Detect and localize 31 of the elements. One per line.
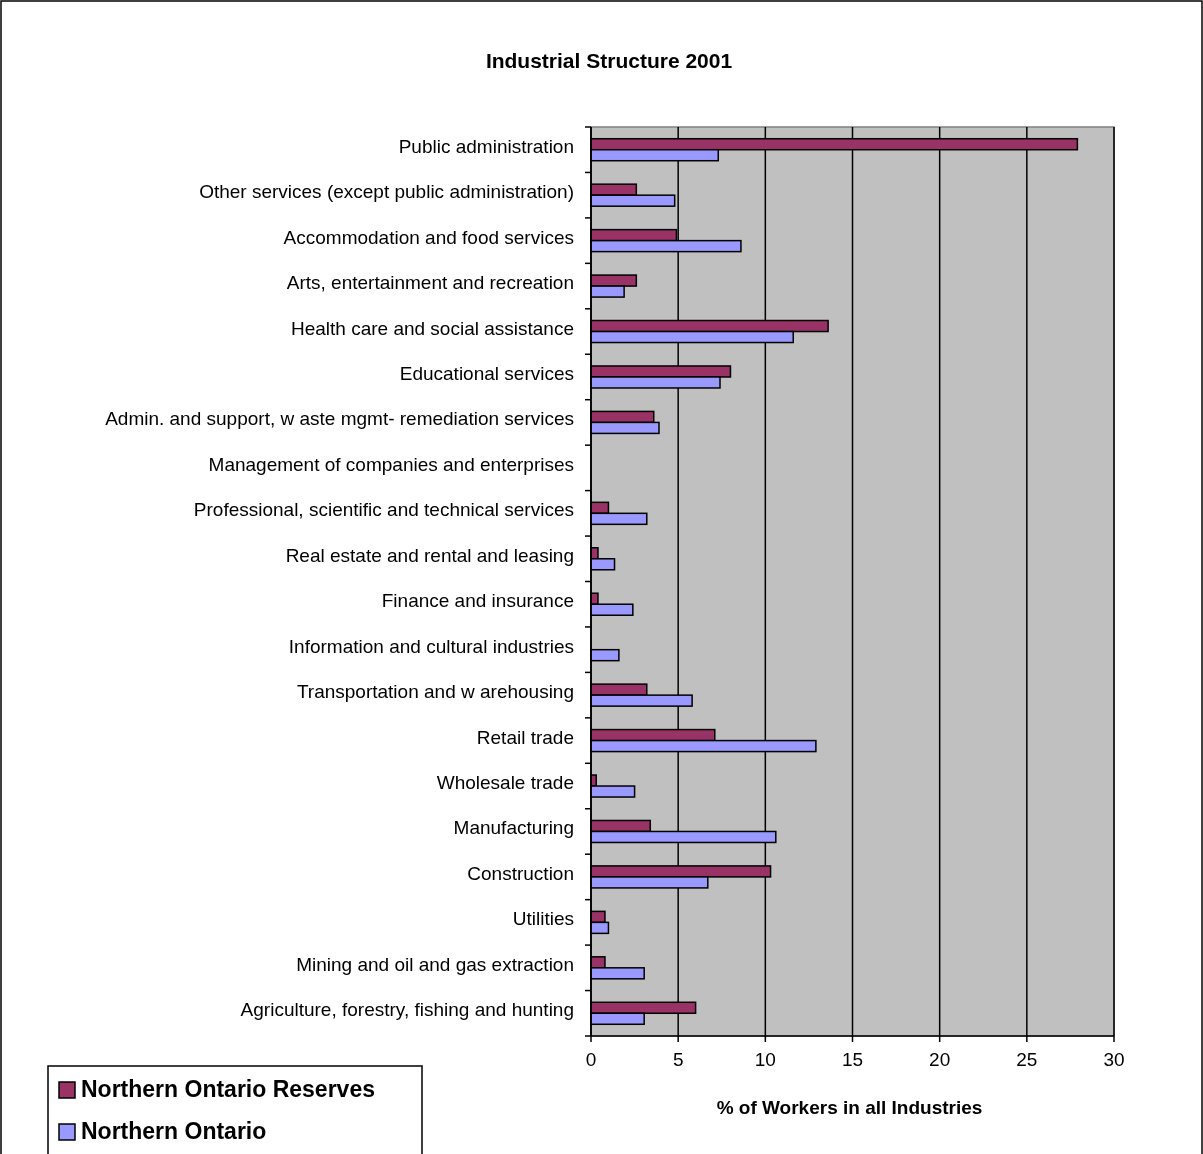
- y-tick-label: Professional, scientific and technical services: [193, 499, 574, 521]
- x-tick-label: 30: [1103, 1049, 1125, 1070]
- y-tick-label: Admin. and support, w aste mgmt- remediation services: [105, 408, 574, 430]
- x-tick-label: 5: [672, 1049, 684, 1070]
- y-tick-label: Mining and oil and gas extraction: [296, 953, 574, 975]
- x-tick-label: 25: [1016, 1049, 1038, 1070]
- chart-title: Industrial Structure 2001: [485, 49, 733, 72]
- y-tick-label: Arts, entertainment and recreation: [286, 272, 574, 294]
- y-tick-label: Information and cultural industries: [288, 635, 574, 657]
- y-tick-label: Public administration: [398, 135, 574, 157]
- x-tick-label: 10: [754, 1049, 776, 1070]
- legend-label: Northern Ontario: [81, 1118, 267, 1144]
- y-tick-label: Management of companies and enterprises: [208, 453, 574, 475]
- y-tick-label: Educational services: [399, 362, 574, 384]
- y-tick-label: Retail trade: [476, 726, 574, 748]
- y-tick-label: Manufacturing: [453, 817, 574, 839]
- y-tick-label: Wholesale trade: [436, 772, 574, 794]
- x-tick-label: 15: [841, 1049, 864, 1070]
- legend-label: Northern Ontario Reserves: [81, 1076, 375, 1102]
- y-tick-label: Health care and social assistance: [290, 317, 574, 339]
- y-tick-label: Finance and insurance: [381, 590, 574, 612]
- x-axis-title: % of Workers in all Industries: [716, 1097, 983, 1118]
- y-tick-label: Utilities: [512, 908, 574, 930]
- x-tick-label: 0: [585, 1049, 597, 1070]
- y-tick-label: Other services (except public administration): [199, 181, 574, 203]
- y-tick-label: Agriculture, forestry, fishing and hunting: [240, 999, 574, 1021]
- y-tick-label: Transportation and w arehousing: [296, 681, 574, 703]
- x-tick-label: 20: [929, 1049, 951, 1070]
- y-tick-label: Construction: [467, 862, 574, 884]
- y-tick-label: Accommodation and food services: [283, 226, 574, 248]
- y-tick-label: Real estate and rental and leasing: [285, 544, 574, 566]
